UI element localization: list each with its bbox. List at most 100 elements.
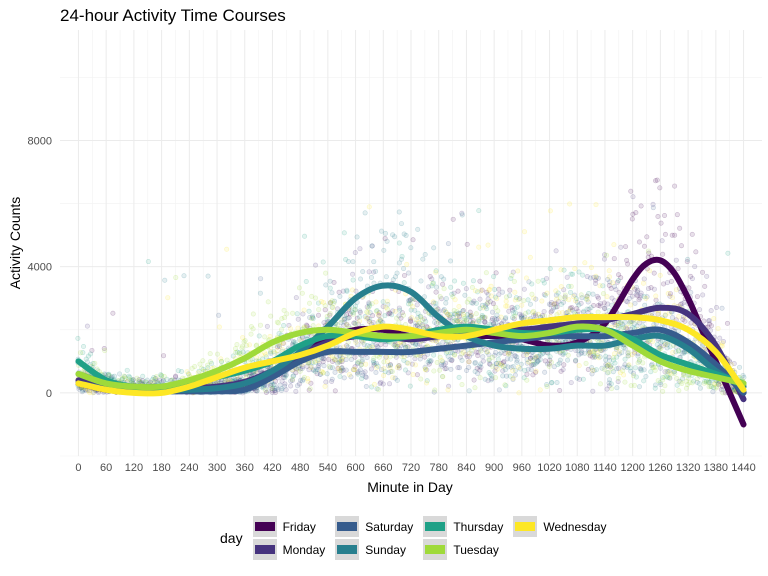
data-point	[316, 360, 322, 366]
data-point	[268, 350, 274, 356]
data-point	[601, 306, 607, 312]
data-point	[430, 299, 436, 305]
data-point	[459, 382, 465, 388]
data-point	[357, 314, 363, 320]
data-point	[301, 374, 307, 380]
data-point	[161, 374, 167, 380]
data-point	[526, 359, 532, 365]
data-point	[363, 315, 369, 321]
data-point	[482, 319, 488, 325]
data-point	[621, 372, 627, 378]
data-point	[654, 342, 660, 348]
data-point	[666, 310, 672, 316]
data-point	[242, 338, 248, 344]
data-point	[601, 256, 607, 262]
data-point	[636, 358, 642, 364]
data-point	[410, 304, 416, 310]
data-point	[641, 243, 647, 249]
data-point	[602, 305, 608, 311]
data-point	[578, 292, 584, 298]
data-point	[504, 373, 510, 379]
data-point	[510, 269, 516, 275]
data-point	[494, 312, 500, 318]
data-point	[562, 294, 568, 300]
data-point	[553, 301, 559, 307]
data-point	[81, 343, 87, 349]
data-point	[547, 208, 553, 214]
data-point	[641, 378, 647, 384]
data-point	[480, 314, 486, 320]
data-point	[547, 266, 553, 272]
data-point	[685, 256, 691, 262]
data-point	[477, 305, 483, 311]
data-point	[605, 276, 611, 282]
data-point	[106, 373, 112, 379]
data-point	[678, 301, 684, 307]
data-point	[262, 334, 268, 340]
data-point	[246, 342, 252, 348]
data-point	[403, 232, 409, 238]
data-point	[587, 275, 593, 281]
data-point	[646, 250, 652, 256]
data-point	[561, 267, 567, 273]
data-point	[545, 361, 551, 367]
data-point	[626, 296, 632, 302]
data-point	[332, 357, 338, 363]
data-point	[390, 308, 396, 314]
data-point	[532, 361, 538, 367]
data-point	[159, 373, 165, 379]
data-point	[706, 318, 712, 324]
data-point	[585, 299, 591, 305]
data-point	[525, 297, 531, 303]
data-point	[383, 304, 389, 310]
data-point	[623, 325, 629, 331]
data-point	[459, 210, 465, 216]
data-point	[477, 375, 483, 381]
data-point	[664, 373, 670, 379]
legend-item-monday: Monday	[252, 539, 325, 560]
data-point	[396, 305, 402, 311]
data-point	[697, 385, 703, 391]
data-point	[675, 266, 681, 272]
data-point	[607, 279, 613, 285]
data-point	[460, 311, 466, 317]
data-point	[385, 358, 391, 364]
data-point	[393, 344, 399, 350]
data-point	[646, 286, 652, 292]
data-point	[377, 317, 383, 323]
data-point	[702, 283, 708, 289]
data-point	[432, 319, 438, 325]
data-point	[384, 298, 390, 304]
data-point	[357, 318, 363, 324]
data-point	[656, 310, 662, 316]
data-point	[440, 308, 446, 314]
data-point	[389, 312, 395, 318]
data-point	[294, 311, 300, 317]
data-point	[463, 351, 469, 357]
data-point	[433, 284, 439, 290]
data-point	[649, 361, 655, 367]
data-point	[606, 354, 612, 360]
data-point	[507, 293, 513, 299]
data-point	[517, 311, 523, 317]
y-axis-title: Activity Counts	[7, 197, 23, 290]
data-point	[637, 366, 643, 372]
x-tick-labels: 0 60 120 180 240 300 360 420 480 540 600 660 720 780 8…	[75, 462, 755, 474]
y-tick-label: 4000	[28, 262, 52, 274]
data-point	[339, 355, 345, 361]
data-point	[615, 323, 621, 329]
data-point	[306, 367, 312, 373]
data-point	[304, 363, 310, 369]
data-point	[498, 314, 504, 320]
data-point	[597, 381, 603, 387]
data-point	[664, 342, 670, 348]
data-point	[305, 376, 311, 382]
data-point	[604, 363, 610, 369]
data-point	[376, 354, 382, 360]
data-point	[324, 313, 330, 319]
data-point	[466, 359, 472, 365]
data-point	[560, 310, 566, 316]
data-point	[415, 310, 421, 316]
data-point	[658, 382, 664, 388]
data-point	[487, 361, 493, 367]
